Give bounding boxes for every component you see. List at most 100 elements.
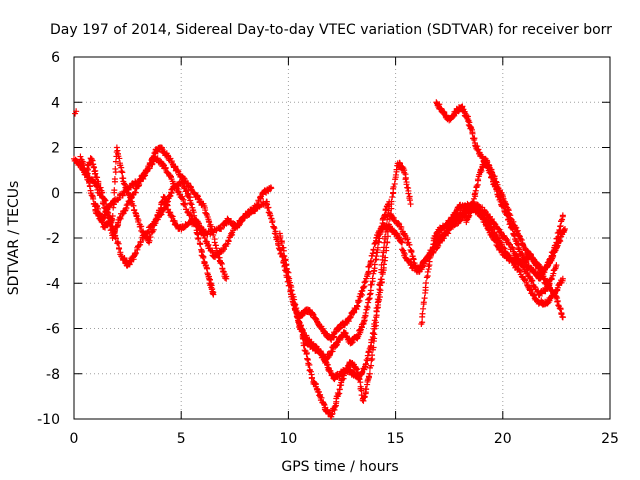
data-point — [168, 214, 175, 221]
data-point — [361, 279, 368, 286]
data-point — [559, 216, 566, 223]
x-tick-label: 25 — [601, 431, 619, 447]
data-point — [529, 277, 536, 284]
data-point — [406, 197, 413, 204]
data-point — [373, 307, 380, 314]
x-tick-label: 10 — [279, 431, 297, 447]
data-point — [372, 256, 379, 263]
data-point — [475, 146, 482, 153]
data-point — [111, 227, 118, 234]
x-tick-label: 0 — [70, 431, 79, 447]
data-point — [517, 235, 524, 242]
data-point — [228, 230, 235, 237]
data-point — [378, 261, 385, 268]
data-point — [489, 216, 496, 223]
data-point — [280, 247, 287, 254]
data-point — [119, 211, 126, 218]
data-point — [86, 183, 93, 190]
data-point — [552, 263, 559, 270]
data-point — [299, 327, 306, 334]
data-point — [85, 177, 92, 184]
data-point — [211, 239, 218, 246]
data-point — [557, 306, 564, 313]
data-point — [555, 235, 562, 241]
series-sat-h — [296, 203, 393, 420]
data-point — [101, 196, 108, 203]
data-point — [195, 234, 202, 241]
data-point — [181, 201, 188, 208]
data-point — [112, 165, 119, 172]
data-point — [267, 185, 274, 192]
data-point — [180, 175, 187, 182]
data-point — [282, 256, 289, 263]
data-point — [366, 295, 373, 302]
data-point — [382, 228, 389, 235]
data-point — [383, 222, 390, 229]
data-point — [131, 206, 138, 213]
x-axis-label: GPS time / hours — [281, 459, 398, 475]
data-point — [269, 219, 276, 226]
data-point — [420, 299, 427, 306]
data-point — [96, 210, 103, 217]
y-tick-label: 4 — [51, 95, 60, 111]
data-point — [120, 175, 127, 182]
data-point — [194, 219, 201, 226]
data-point — [408, 249, 415, 256]
data-point — [184, 192, 191, 199]
data-point — [425, 263, 432, 270]
data-point — [384, 239, 391, 246]
data-point — [388, 198, 395, 205]
data-point — [482, 219, 489, 226]
data-point — [335, 391, 342, 398]
data-point — [90, 195, 97, 202]
data-point — [559, 314, 566, 321]
data-point — [548, 275, 555, 282]
data-point — [309, 374, 316, 381]
y-tick-label: -10 — [37, 412, 60, 428]
data-point — [167, 209, 174, 216]
data-point — [373, 319, 380, 326]
data-point — [369, 330, 376, 337]
data-point — [406, 241, 413, 248]
chart-title: Day 197 of 2014, Sidereal Day-to-day VTE… — [50, 22, 612, 38]
data-point — [362, 309, 369, 316]
y-tick-label: 6 — [51, 50, 60, 66]
data-point — [367, 287, 374, 294]
data-point — [218, 226, 225, 233]
data-point — [267, 212, 274, 219]
data-point — [466, 212, 473, 219]
data-point — [371, 325, 378, 332]
data-point — [89, 192, 96, 199]
data-point — [170, 164, 177, 171]
data-point — [167, 155, 174, 162]
data-point — [520, 242, 527, 249]
data-point — [465, 118, 472, 125]
data-point — [265, 209, 272, 216]
data-point — [491, 175, 498, 182]
data-point — [383, 206, 390, 213]
data-point — [162, 165, 169, 172]
data-point — [328, 411, 335, 418]
series-sat-e — [263, 201, 406, 343]
data-point — [470, 199, 477, 206]
data-point — [407, 201, 414, 208]
data-point — [377, 227, 384, 234]
data-point — [381, 233, 388, 240]
data-point — [379, 256, 386, 263]
data-point — [365, 349, 372, 356]
data-point — [312, 315, 319, 322]
data-point — [137, 238, 144, 245]
data-point — [426, 255, 433, 262]
data-point — [469, 203, 476, 210]
data-point — [376, 235, 383, 242]
x-tick-label: 15 — [387, 431, 405, 447]
data-point — [374, 244, 381, 251]
data-point — [110, 231, 117, 238]
data-point — [366, 370, 373, 377]
data-point — [147, 234, 154, 241]
x-tick-label: 5 — [177, 431, 186, 447]
data-point — [473, 183, 480, 190]
data-point — [522, 258, 529, 265]
data-point — [551, 248, 558, 255]
data-point — [527, 251, 534, 258]
